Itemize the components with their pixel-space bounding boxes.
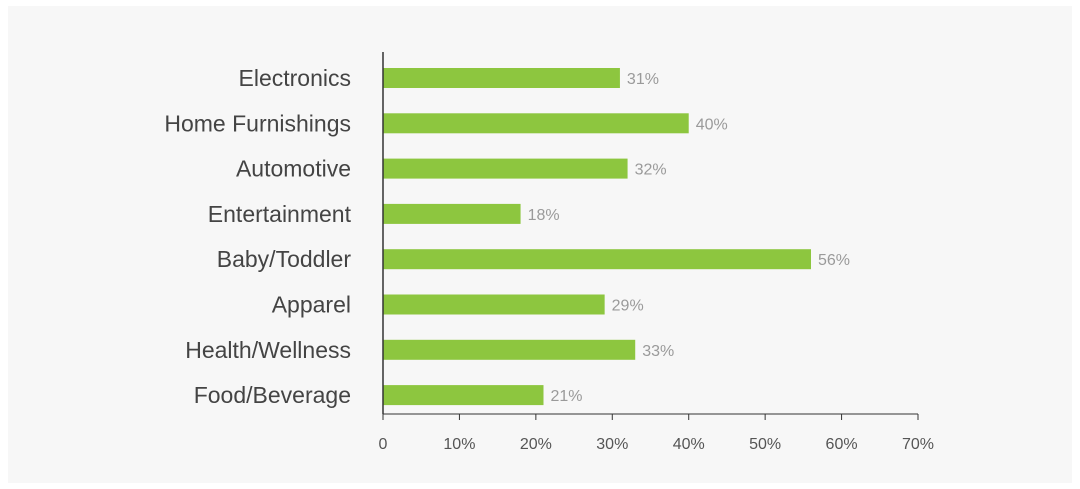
x-tick-label: 0 bbox=[379, 436, 388, 453]
value-label: 29% bbox=[612, 298, 644, 315]
x-axis: 0 10% 20% 30% 40% 50% 60% 70% bbox=[379, 413, 934, 453]
value-label: 33% bbox=[642, 343, 674, 360]
category-labels: Electronics Home Furnishings Automotive Ent… bbox=[164, 65, 351, 408]
x-tick-label: 20% bbox=[520, 436, 552, 453]
x-tick-label: 60% bbox=[826, 436, 858, 453]
x-tick-label: 10% bbox=[443, 436, 475, 453]
bar-electronics bbox=[383, 68, 620, 88]
category-label: Automotive bbox=[236, 156, 351, 182]
category-label: Baby/Toddler bbox=[217, 246, 352, 272]
value-labels: 31% 40% 32% 18% 56% 29% 33% 21% bbox=[528, 71, 850, 405]
x-tick-label: 50% bbox=[749, 436, 781, 453]
category-label: Food/Beverage bbox=[194, 382, 351, 408]
value-label: 32% bbox=[635, 162, 667, 179]
value-label: 56% bbox=[818, 252, 850, 269]
bars-group bbox=[383, 68, 811, 406]
bar-apparel bbox=[383, 294, 605, 315]
bar-automotive bbox=[383, 158, 628, 179]
value-label: 18% bbox=[528, 207, 560, 224]
x-tick-label: 70% bbox=[902, 436, 934, 453]
category-label: Apparel bbox=[272, 292, 351, 318]
category-label: Health/Wellness bbox=[185, 337, 351, 363]
bar-food-beverage bbox=[383, 385, 544, 406]
x-tick-label: 30% bbox=[596, 436, 628, 453]
value-label: 40% bbox=[696, 116, 728, 133]
value-label: 21% bbox=[551, 388, 583, 405]
bar-home-furnishings bbox=[383, 113, 689, 134]
x-tick-label: 40% bbox=[673, 436, 705, 453]
category-label: Home Furnishings bbox=[164, 110, 351, 136]
category-label: Entertainment bbox=[208, 201, 352, 227]
category-label: Electronics bbox=[239, 65, 351, 91]
bar-health-wellness bbox=[383, 339, 636, 360]
bar-entertainment bbox=[383, 203, 521, 224]
bar-baby-toddler bbox=[383, 249, 811, 270]
value-label: 31% bbox=[627, 71, 659, 88]
